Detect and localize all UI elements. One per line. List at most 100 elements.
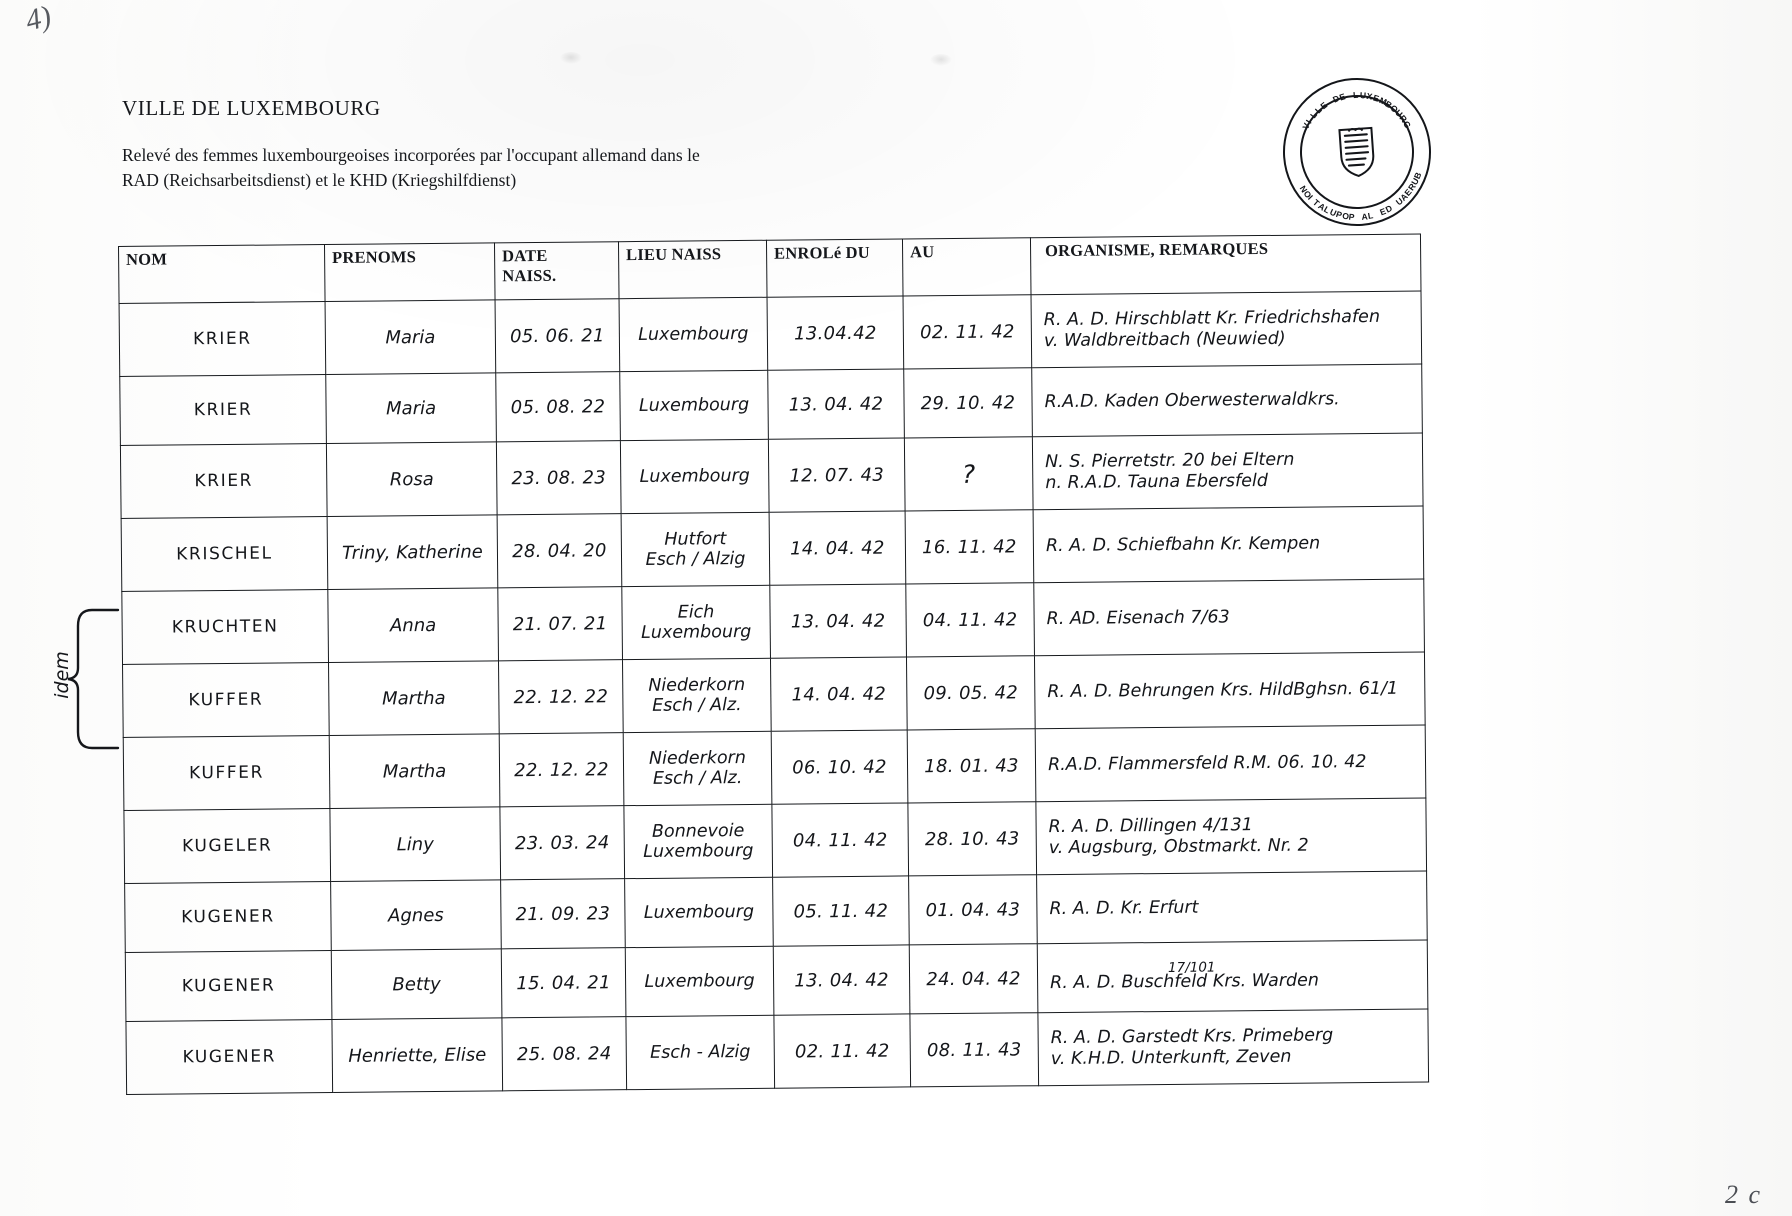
- cell-au: ?: [904, 436, 1034, 511]
- cell-au: 29. 10. 42: [903, 367, 1033, 438]
- table-row: KRIER Maria 05. 08. 22 Luxembourg 13. 04. 42…: [119, 363, 1423, 446]
- cell-lieu-naiss: Luxembourg: [619, 370, 769, 441]
- column-header-au: AU: [902, 237, 1032, 296]
- idem-margin-annotation: idem: [22, 608, 126, 750]
- cell-prenom: Martha: [328, 660, 500, 736]
- table-row: KUGENER Henriette, Elise 25. 08. 24 Esch - …: [125, 1008, 1429, 1095]
- cell-date-naiss: 05. 08. 22: [495, 371, 621, 442]
- cell-date-naiss: 23. 03. 24: [499, 805, 625, 880]
- cell-nom: KUGENER: [125, 950, 332, 1022]
- subtitle-line-1: Relevé des femmes luxembourgeoises incor…: [122, 145, 700, 165]
- register-table-container: NOM PRENOMS DATE NAISS. LIEU NAISS ENROL…: [118, 233, 1429, 1095]
- cell-lieu-naiss: Bonnevoie Luxembourg: [623, 804, 773, 879]
- cell-date-naiss: 22. 12. 22: [499, 732, 624, 807]
- cell-enrole-du: 02. 11. 42: [773, 1013, 911, 1089]
- cell-organisme-remarques: R.A.D. Kaden Oberwesterwaldkrs.: [1031, 363, 1423, 437]
- cell-nom: KUGENER: [125, 1019, 333, 1095]
- cell-date-naiss: 21. 09. 23: [500, 878, 626, 949]
- punch-hole-mark-right: [930, 54, 952, 66]
- cell-date-naiss: 28. 04. 20: [497, 513, 622, 588]
- cell-nom: KRIER: [120, 443, 328, 519]
- cell-organisme-remarques: 17/101 R. A. D. Buschfeld Krs. Warden: [1037, 939, 1428, 1013]
- cell-au: 16. 11. 42: [905, 509, 1034, 584]
- cell-date-naiss: 15. 04. 21: [501, 947, 626, 1018]
- cell-nom: KRIER: [119, 374, 327, 446]
- cell-prenom: Agnes: [330, 879, 502, 951]
- cell-prenom: Rosa: [326, 441, 498, 517]
- cell-au: 04. 11. 42: [905, 582, 1035, 657]
- cell-organisme-remarques: R. A. D. Schiefbahn Kr. Kempen: [1033, 505, 1424, 583]
- table-row: KRIER Rosa 23. 08. 23 Luxembourg 12. 07. 43?…: [120, 432, 1424, 519]
- table-row: KRISCHEL Triny, Katherine 28. 04. 20 Hutfor…: [121, 505, 1424, 592]
- cell-nom: KUGENER: [124, 881, 332, 953]
- column-header-prenoms: PRENOMS: [324, 242, 496, 302]
- cell-lieu-naiss: Niederkorn Esch / Alz.: [622, 658, 772, 733]
- cell-nom: KUFFER: [123, 735, 330, 811]
- cell-au: 18. 01. 43: [907, 728, 1036, 803]
- column-header-date-line1: DATE: [502, 245, 548, 266]
- column-header-lieu-naiss: LIEU NAISS: [618, 240, 768, 299]
- cell-lieu-naiss: Esch - Alzig: [625, 1015, 775, 1090]
- cell-organisme-remarques: R. A. D. Dillingen 4/131 v. Augsburg, Obs…: [1035, 797, 1427, 875]
- cell-prenom: Henriette, Elise: [331, 1017, 503, 1093]
- table-row: KUFFER Martha 22. 12. 22 Niederkorn Esch / A…: [122, 651, 1426, 738]
- cell-date-naiss: 05. 06. 21: [495, 298, 620, 373]
- cell-prenom: Martha: [329, 733, 500, 809]
- cell-enrole-du: 14. 04. 42: [769, 510, 906, 586]
- cell-au: 09. 05. 42: [906, 655, 1036, 730]
- column-header-nom: NOM: [118, 244, 326, 304]
- cell-au: 08. 11. 43: [909, 1012, 1039, 1087]
- cell-enrole-du: 13.04.42: [767, 295, 904, 371]
- cell-date-naiss: 22. 12. 22: [498, 659, 624, 734]
- table-body: KRIER Maria 05. 06. 21 Luxembourg 13.04.42 02…: [119, 290, 1429, 1095]
- cell-prenom: Betty: [331, 948, 502, 1020]
- idem-label: idem: [50, 651, 73, 699]
- cell-au: 24. 04. 42: [909, 943, 1038, 1014]
- cell-enrole-du: 04. 11. 42: [771, 802, 909, 878]
- cell-prenom: Anna: [327, 587, 499, 663]
- cell-enrole-du: 12. 07. 43: [768, 437, 906, 513]
- cell-nom: KRUCHTEN: [121, 589, 329, 665]
- subtitle-line-2: RAD (Reichsarbeitsdienst) et le KHD (Kri…: [122, 169, 517, 190]
- cell-date-naiss: 21. 07. 21: [497, 586, 623, 661]
- table-row: KUFFER Martha 22. 12. 22 Niederkorn Esch / A…: [123, 724, 1426, 811]
- register-table: NOM PRENOMS DATE NAISS. LIEU NAISS ENROL…: [118, 233, 1429, 1095]
- cell-lieu-naiss: Luxembourg: [620, 439, 770, 514]
- cell-enrole-du: 13. 04. 42: [767, 368, 905, 440]
- cell-lieu-naiss: Luxembourg: [624, 877, 774, 948]
- cell-lieu-naiss: Niederkorn Esch / Alz.: [623, 731, 772, 806]
- cell-nom: KRISCHEL: [121, 516, 328, 592]
- table-row: KUGENER Agnes 21. 09. 23 Luxembourg 05. 11. …: [124, 870, 1428, 953]
- cell-au: 28. 10. 43: [907, 801, 1037, 876]
- cell-date-naiss: 25. 08. 24: [501, 1016, 627, 1091]
- cell-organisme-remarques: R. A. D. Hirschblatt Kr. Friedrichshafen…: [1031, 290, 1422, 368]
- table-row: KUGENER Betty 15. 04. 21 Luxembourg 13. 04. …: [125, 939, 1428, 1022]
- cell-enrole-du: 14. 04. 42: [770, 656, 908, 732]
- document-header: VILLE DE LUXEMBOURG Relevé des femmes lu…: [122, 96, 882, 193]
- cell-organisme-remarques: R. A. D. Garstedt Krs. Primeberg v. K.H.D…: [1037, 1008, 1429, 1086]
- cell-organisme-remarques: R.A.D. Flammersfeld R.M. 06. 10. 42: [1035, 724, 1426, 802]
- column-header-organisme-remarques: ORGANISME, REMARQUES: [1030, 233, 1421, 295]
- cell-enrole-du: 06. 10. 42: [771, 729, 908, 805]
- cell-lieu-naiss: Luxembourg: [619, 297, 768, 372]
- cell-date-naiss: 23. 08. 23: [496, 440, 622, 515]
- cell-organisme-remarques: R. A. D. Kr. Erfurt: [1036, 870, 1428, 944]
- document-subtitle: Relevé des femmes luxembourgeoises incor…: [122, 143, 882, 193]
- cell-lieu-naiss: Hutfort Esch / Alzig: [621, 512, 770, 587]
- table-row: KRIER Maria 05. 06. 21 Luxembourg 13.04.42 02…: [119, 290, 1422, 377]
- cell-lieu-naiss: Eich Luxembourg: [621, 585, 771, 660]
- cell-prenom: Triny, Katherine: [327, 514, 498, 590]
- cell-enrole-du: 13. 04. 42: [769, 583, 907, 659]
- cell-organisme-remarques: R. AD. Eisenach 7/63: [1033, 578, 1425, 656]
- cell-prenom: Maria: [325, 372, 497, 444]
- cell-prenom: Liny: [329, 806, 501, 882]
- cell-nom: KUFFER: [122, 662, 330, 738]
- curly-brace-icon: [67, 608, 120, 750]
- cell-organisme-remarques: N. S. Pierretstr. 20 bei Eltern n. R.A.D.…: [1032, 432, 1424, 510]
- column-header-date-line2: NAISS.: [502, 265, 557, 286]
- cell-au: 02. 11. 42: [903, 294, 1032, 369]
- table-row: KRUCHTEN Anna 21. 07. 21 Eich Luxembourg 13. …: [121, 578, 1425, 665]
- punch-hole-mark-left: [560, 52, 582, 64]
